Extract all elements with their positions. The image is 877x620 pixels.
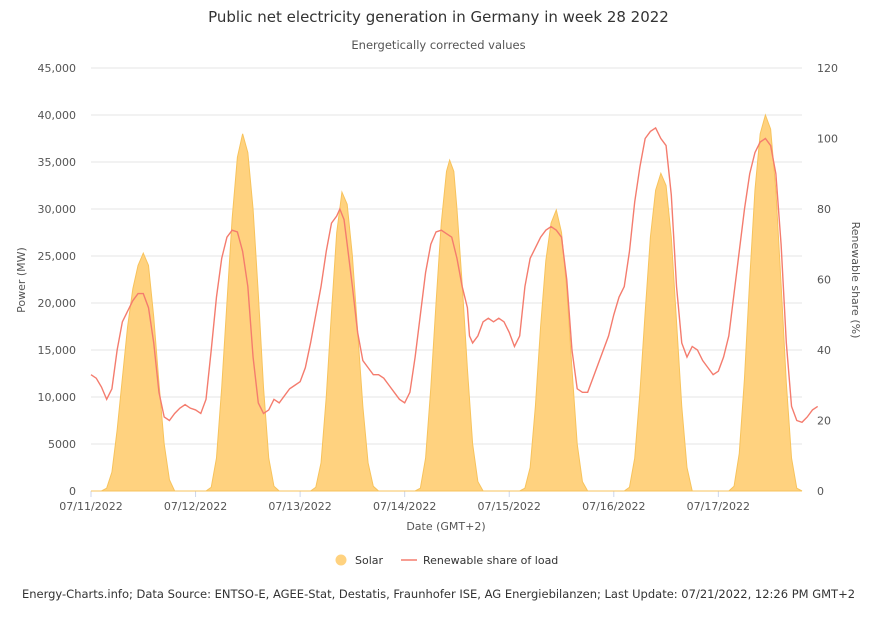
y-right-tick-label: 20 (817, 415, 831, 428)
legend: Solar Renewable share of load (335, 554, 558, 567)
x-tick-label: 07/16/2022 (582, 500, 645, 513)
y-right-tick-label: 60 (817, 274, 831, 287)
y-left-tick-label: 25,000 (38, 250, 77, 263)
y-right-tick-label: 40 (817, 344, 831, 357)
x-axis-title: Date (GMT+2) (406, 520, 485, 533)
x-tick-label: 07/13/2022 (268, 500, 331, 513)
credits[interactable]: Energy-Charts.info; Data Source: ENTSO-E… (22, 587, 855, 601)
x-tick-label: 07/15/2022 (478, 500, 541, 513)
y-left-tick-label: 0 (69, 485, 76, 498)
y-axis-right-title: Renewable share (%) (849, 222, 862, 339)
y-axis-left-title: Power (MW) (15, 247, 28, 313)
y-left-tick-label: 40,000 (38, 109, 77, 122)
legend-item-solar[interactable]: Solar (335, 554, 384, 567)
y-left-tick-label: 30,000 (38, 203, 77, 216)
chart-title: Public net electricity generation in Ger… (208, 8, 669, 26)
y-right-tick-label: 120 (817, 62, 838, 75)
right-axis-ticks: 0 20 40 60 80 100 120 (817, 62, 838, 498)
chart-subtitle: Energetically corrected values (351, 38, 525, 52)
series-solar-area[interactable] (91, 113, 803, 492)
x-axis-ticks: 07/11/2022 07/12/2022 07/13/2022 07/14/2022… (59, 490, 802, 513)
series-renewable-share-line[interactable] (90, 126, 819, 424)
legend-item-renewable-share[interactable]: Renewable share of load (401, 554, 558, 567)
legend-share-label: Renewable share of load (423, 554, 558, 567)
y-left-tick-label: 10,000 (38, 391, 77, 404)
y-left-tick-label: 20,000 (38, 297, 77, 310)
left-axis-ticks: 0 5000 10,000 15,000 20,000 25,000 30,000 35,00… (38, 62, 77, 498)
y-right-tick-label: 100 (817, 133, 838, 146)
x-tick-label: 07/17/2022 (687, 500, 750, 513)
x-tick-label: 07/12/2022 (164, 500, 227, 513)
x-tick-label: 07/11/2022 (59, 500, 122, 513)
y-left-tick-label: 35,000 (38, 156, 77, 169)
legend-solar-label: Solar (355, 554, 384, 567)
y-left-tick-label: 5000 (48, 438, 76, 451)
y-right-tick-label: 80 (817, 203, 831, 216)
y-left-tick-label: 15,000 (38, 344, 77, 357)
legend-solar-marker (335, 554, 347, 566)
x-tick-label: 07/14/2022 (373, 500, 436, 513)
y-right-tick-label: 0 (817, 485, 824, 498)
y-left-tick-label: 45,000 (38, 62, 77, 75)
